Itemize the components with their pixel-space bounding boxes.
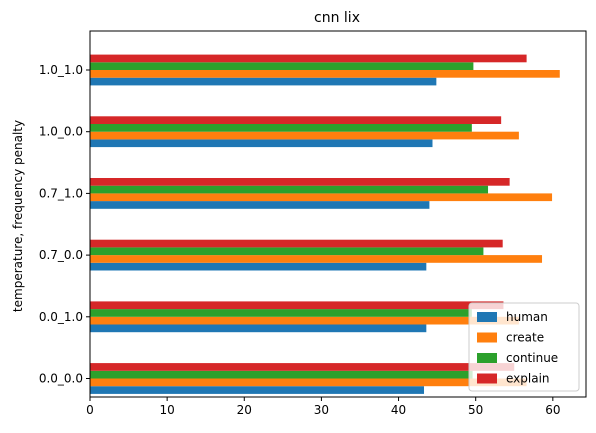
- bar-human-1.0_1.0: [90, 77, 437, 86]
- y-tick-label: 1.0_0.0: [39, 125, 83, 139]
- x-axis: 0 10 20 30 40 50 60: [86, 397, 560, 417]
- y-tick-label: 0.7_1.0: [39, 186, 83, 200]
- bar-human-0.0_0.0: [90, 386, 425, 394]
- bar-create-0.7_0.0: [90, 255, 543, 263]
- legend-label-explain: explain: [506, 372, 550, 386]
- bar-create-0.0_0.0: [90, 378, 527, 387]
- bar-continue-1.0_1.0: [90, 62, 474, 70]
- y-axis-title: temperature, frequency penalty: [11, 120, 25, 312]
- y-axis: 0.0_0.0 0.0_1.0 0.7_0.0 0.7_1.0 1.0_0.0 1.0_1…: [39, 63, 90, 386]
- bar-continue-0.7_1.0: [90, 185, 489, 194]
- x-tick-label: 60: [545, 403, 560, 417]
- x-tick-label: 10: [159, 403, 174, 417]
- legend-swatch-continue: [477, 353, 497, 363]
- bar-human-0.7_1.0: [90, 201, 430, 209]
- bar-explain-0.7_1.0: [90, 178, 510, 186]
- bar-continue-1.0_0.0: [90, 124, 472, 132]
- bar-continue-0.0_0.0: [90, 370, 473, 379]
- bar-explain-0.0_1.0: [90, 301, 504, 310]
- bar-human-0.0_1.0: [90, 324, 427, 333]
- y-tick-label: 0.7_0.0: [39, 248, 83, 262]
- legend-swatch-explain: [477, 373, 497, 384]
- legend-swatch-human: [477, 312, 497, 322]
- bar-explain-0.0_0.0: [90, 363, 515, 371]
- legend-box: [468, 302, 580, 392]
- bar-human-1.0_0.0: [90, 139, 433, 148]
- bar-continue-0.0_1.0: [90, 309, 472, 317]
- bar-create-0.7_1.0: [90, 193, 553, 202]
- legend-label-human: human: [506, 310, 548, 324]
- bar-explain-1.0_1.0: [90, 54, 527, 63]
- y-tick-label: 0.0_0.0: [39, 372, 83, 386]
- bars-group: [90, 54, 560, 394]
- bar-create-0.0_1.0: [90, 316, 519, 325]
- bar-explain-1.0_0.0: [90, 116, 502, 124]
- chart-title: cnn lix: [314, 10, 360, 26]
- legend-label-create: create: [506, 331, 544, 345]
- y-tick-label: 1.0_1.0: [39, 63, 83, 77]
- plot-frame: [89, 30, 587, 398]
- y-tick-label: 0.0_1.0: [39, 310, 83, 324]
- legend: human create continue explain: [468, 302, 580, 392]
- bar-continue-0.7_0.0: [90, 247, 484, 256]
- bar-human-0.7_0.0: [90, 262, 427, 271]
- x-tick-label: 40: [391, 403, 406, 417]
- x-tick-label: 20: [237, 403, 252, 417]
- bar-explain-0.7_0.0: [90, 239, 503, 248]
- x-tick-label: 30: [314, 403, 329, 417]
- bar-create-1.0_0.0: [90, 131, 519, 140]
- x-tick-label: 0: [86, 403, 94, 417]
- bar-create-1.0_1.0: [90, 70, 560, 78]
- legend-label-continue: continue: [506, 351, 558, 365]
- x-tick-label: 50: [468, 403, 483, 417]
- legend-swatch-create: [477, 332, 497, 343]
